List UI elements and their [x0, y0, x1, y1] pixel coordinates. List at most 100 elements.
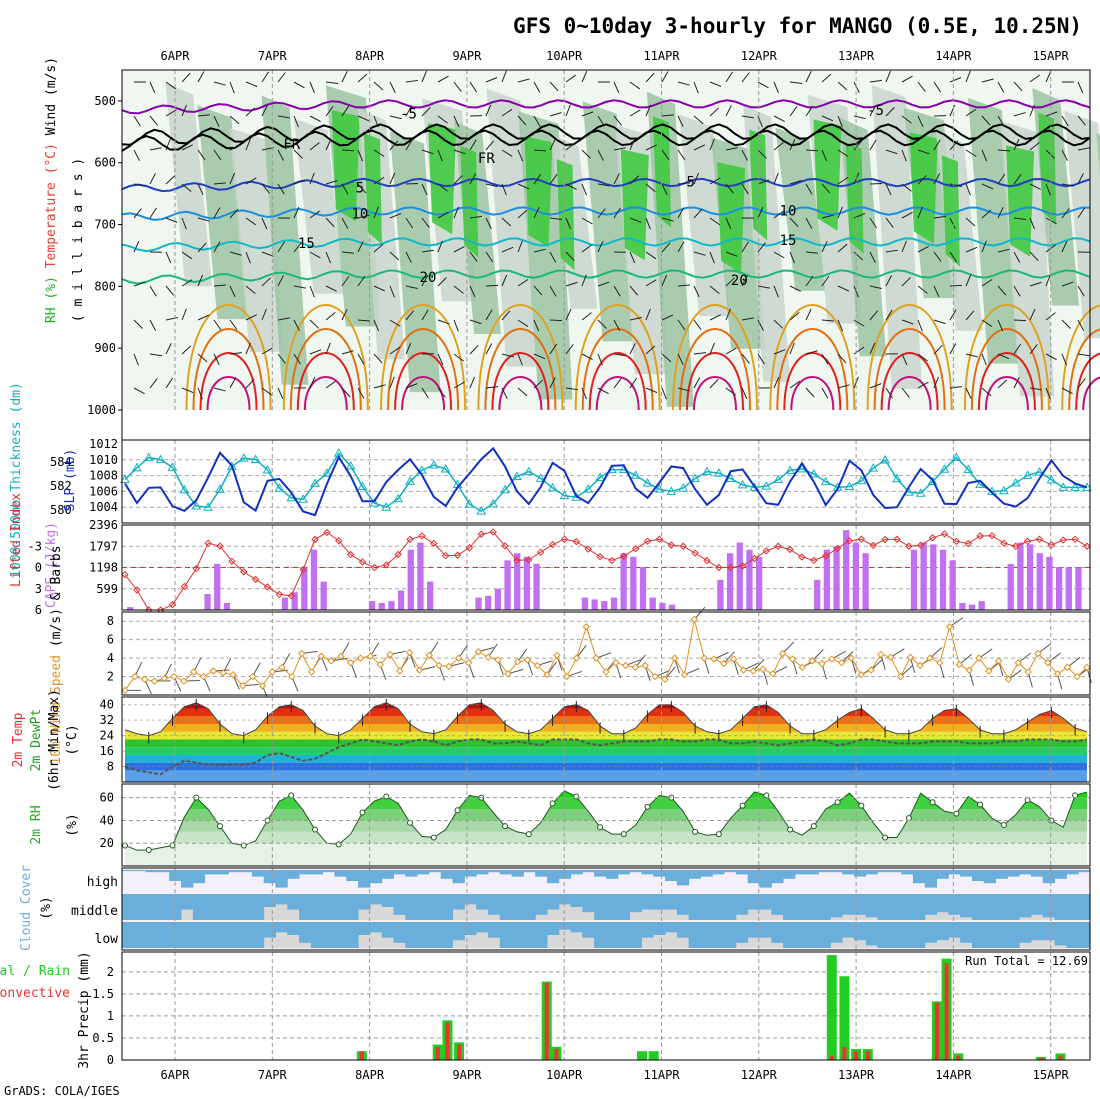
wind-barb	[773, 115, 785, 122]
wind-speed-point	[494, 656, 502, 664]
cloud-bar	[487, 922, 501, 938]
wind-barb	[501, 310, 511, 321]
rh-point	[359, 809, 366, 816]
wind-barb	[965, 310, 975, 321]
thickness-point	[179, 484, 190, 494]
wind-barb	[853, 140, 863, 151]
li-point	[465, 544, 474, 552]
wind-barb	[533, 115, 541, 127]
cloud-bar	[1054, 922, 1067, 946]
li-point	[287, 592, 295, 600]
warm-contour	[866, 304, 953, 411]
warm-contour	[977, 352, 1036, 411]
wind-barb	[1013, 217, 1026, 220]
wind-speed-point	[131, 672, 139, 681]
cloud-bar	[145, 894, 158, 920]
wind-barb	[805, 308, 812, 321]
wind-barb	[965, 183, 971, 196]
wind-barb	[1077, 173, 1084, 185]
cape-bar	[610, 597, 618, 610]
cloud-bar	[275, 922, 288, 933]
wind-barb	[629, 285, 639, 296]
cloud-bar	[299, 870, 312, 875]
thickness-point	[785, 465, 795, 474]
thickness-point	[630, 470, 641, 479]
wind-barb	[373, 176, 385, 185]
wind-barb	[565, 217, 572, 230]
rh2m-unit-ylabel: (%)	[65, 813, 80, 836]
li-point	[251, 575, 260, 584]
wind-barb	[1029, 74, 1041, 83]
wind-barb	[725, 387, 737, 396]
wind-barb	[693, 377, 701, 389]
thickness-point	[749, 482, 760, 491]
wind-barb	[1013, 138, 1020, 151]
cape-bar	[320, 581, 327, 610]
wind-barb	[1061, 240, 1068, 253]
rh-band	[125, 831, 1087, 844]
wind-barb	[821, 387, 829, 399]
date-label-top: 8APR	[355, 49, 385, 63]
cloud-bar	[251, 894, 265, 920]
wind-barb	[437, 319, 450, 325]
wind-barb	[949, 284, 963, 287]
cloud-bar	[783, 922, 796, 948]
wind-speed-point	[1053, 670, 1062, 678]
wind-barb	[645, 144, 658, 151]
cloud-bar	[570, 870, 583, 875]
wind-barb	[277, 183, 285, 195]
cloud-bar	[558, 870, 572, 879]
wind-barb	[757, 242, 766, 253]
thickness-point	[227, 461, 237, 470]
warm-contour	[387, 328, 460, 411]
wind-barb	[309, 376, 316, 389]
wind-speed-point	[150, 677, 159, 685]
wind-barb	[821, 183, 831, 194]
wind-barb	[325, 180, 338, 185]
wind-barb	[725, 71, 733, 83]
cloud-bar	[381, 922, 395, 938]
wind-barb	[677, 115, 684, 128]
wind-barb	[805, 275, 814, 287]
precip-conv-bar	[854, 1051, 859, 1060]
wind-barb	[453, 245, 465, 253]
wind-barb	[549, 81, 559, 92]
wind-barb	[277, 72, 286, 83]
wind-barb	[789, 251, 796, 264]
warm-contour	[769, 304, 856, 411]
axis-label-part: SLP (mb)	[63, 449, 78, 512]
wind-barb	[405, 310, 415, 321]
li-point	[560, 535, 569, 543]
wind-barb	[533, 379, 544, 389]
thickness-tick-label: 584	[50, 455, 72, 469]
wind-barb	[581, 353, 593, 361]
warm-contour	[401, 376, 446, 411]
wind-barb	[1013, 81, 1023, 92]
li-point	[917, 541, 925, 549]
wind-barb	[517, 149, 524, 162]
cloud-bar	[334, 870, 347, 877]
wind-barb	[757, 319, 764, 331]
wind-speed-point	[513, 658, 522, 666]
wind-barb	[693, 81, 699, 94]
axis-label-part: Lifted Index	[9, 493, 24, 587]
cape-bar	[630, 556, 637, 610]
wind-barb	[229, 115, 240, 125]
thickness-point	[690, 473, 700, 483]
rh2m-panel: 60 40 20 2m RH (%)	[29, 783, 1091, 867]
wind-barb	[725, 217, 732, 230]
cloud-bar	[924, 922, 938, 943]
thickness-point	[310, 478, 320, 487]
cloud-bar	[381, 870, 395, 879]
cape-bar	[581, 597, 589, 610]
temp-tick-label: 8	[107, 760, 114, 774]
cloud-ylabel: Cloud Cover	[19, 865, 34, 951]
wind-barb	[565, 142, 576, 151]
wind-barb	[949, 251, 958, 263]
li-point	[477, 530, 486, 538]
wind-barb	[549, 112, 562, 117]
li-point	[121, 570, 129, 579]
wind-barb	[853, 115, 866, 120]
wind-barb	[213, 353, 220, 366]
wind-barb	[245, 107, 256, 117]
